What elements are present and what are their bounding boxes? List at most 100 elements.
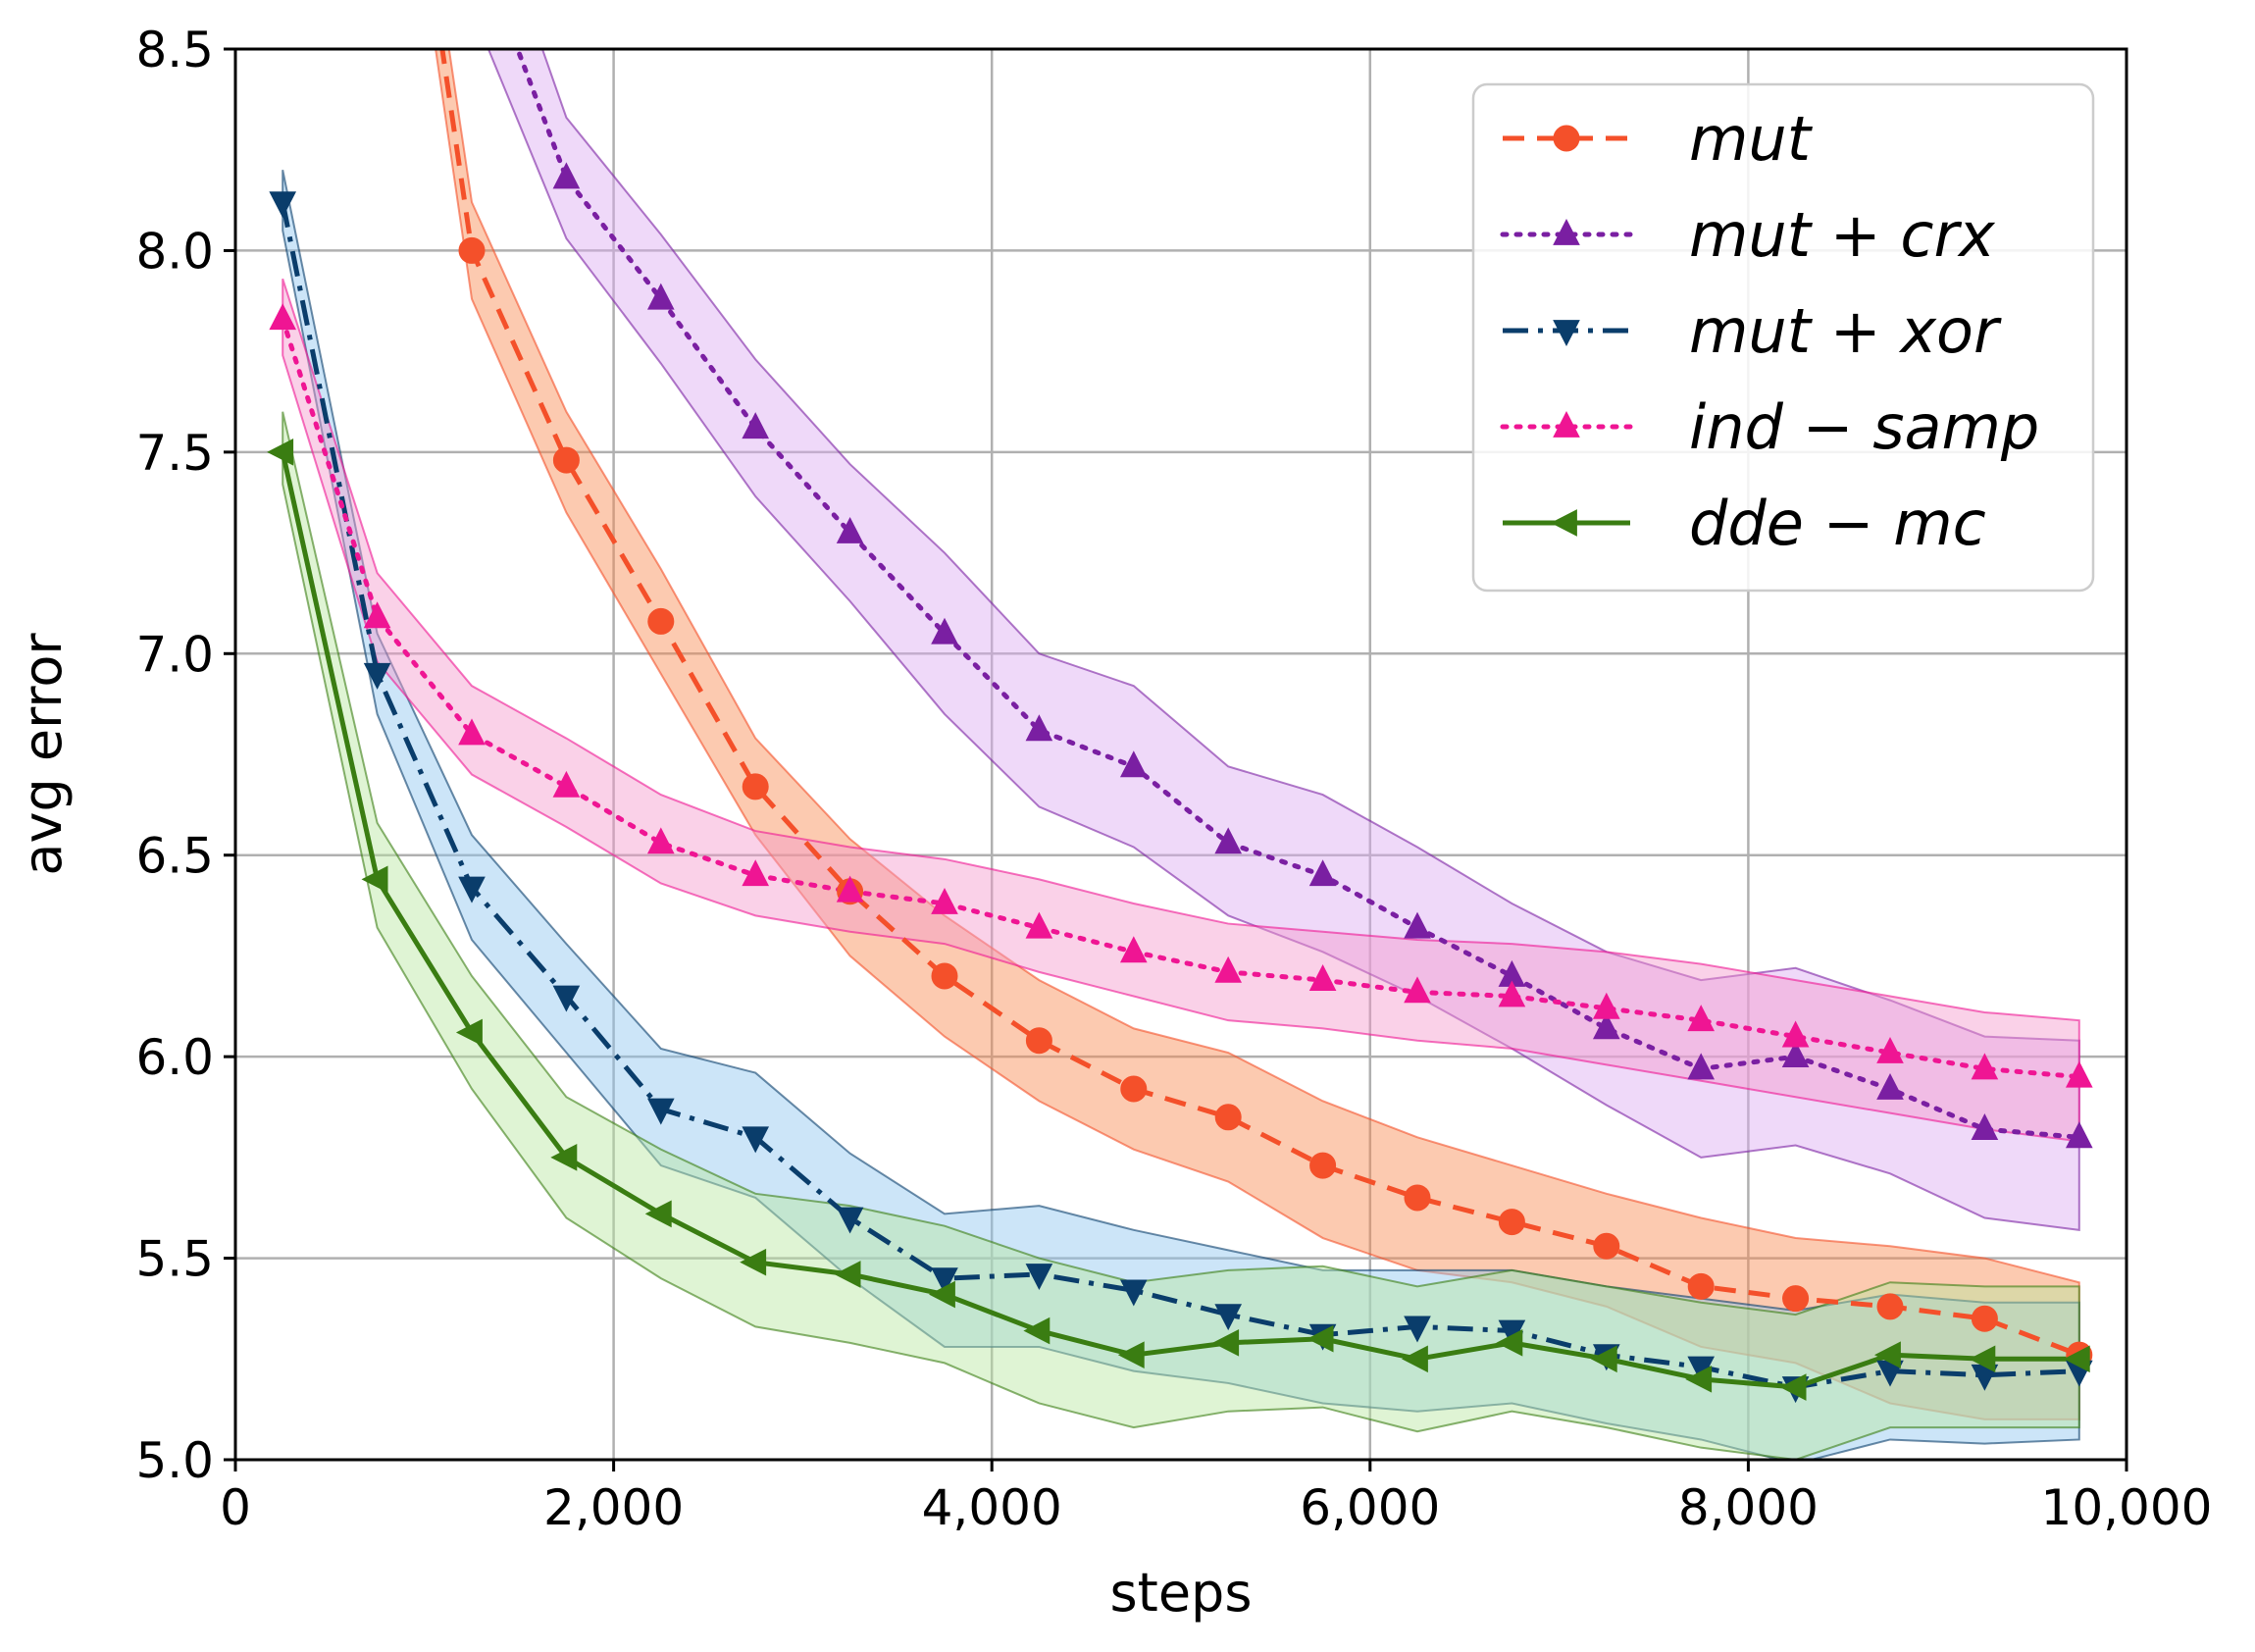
dde-mc-point (361, 865, 388, 894)
ind-samp-point (1404, 976, 1431, 1004)
mut-crx-point (1119, 750, 1148, 778)
mut-crx-point (1025, 714, 1053, 742)
ind-samp-point (1687, 1005, 1716, 1032)
y-tick-label: 5.0 (135, 1432, 214, 1489)
ind-samp-point (552, 770, 581, 798)
x-tick-label: 6,000 (1300, 1479, 1440, 1536)
legend-swatch-marker (1553, 320, 1580, 347)
dde-mc-point (1496, 1329, 1523, 1357)
mut-point (458, 236, 486, 264)
ind-samp-point (1025, 911, 1053, 939)
x-tick-label: 2,000 (543, 1479, 684, 1536)
mut-crx-line (514, 49, 2082, 1140)
dde-mc-line (280, 451, 2079, 1390)
dde-mc-point (1401, 1345, 1428, 1373)
legend: mut mut + crx mut + xor ind − samp dde − mc (1471, 82, 2095, 593)
mut-crx-point (552, 162, 581, 189)
y-tick-label: 6.0 (135, 1029, 214, 1086)
legend-label: ind − samp (1689, 391, 2039, 463)
ind-samp-point (1119, 936, 1148, 963)
ind-samp-point (1308, 964, 1337, 991)
mut-point (1498, 1209, 1525, 1236)
legend-box (1471, 82, 2095, 593)
legend-swatch-marker (1553, 218, 1580, 245)
mut-xor-point (742, 1126, 770, 1154)
plot-frame (233, 47, 2128, 1462)
x-tick-label: 0 (220, 1479, 251, 1536)
mut-crx-point (836, 516, 864, 543)
dde-mc-point (644, 1200, 672, 1228)
mut-xor-point (836, 1207, 864, 1234)
legend-item-mut-xor: mut + xor (1503, 295, 2002, 367)
dde-mc-point (834, 1261, 861, 1288)
dde-mc-point (928, 1280, 955, 1309)
mut-crx-point (1592, 1012, 1620, 1040)
mut-crx-point (1781, 1041, 1810, 1068)
ind-samp-point (269, 303, 297, 331)
dde-mc-point (550, 1144, 578, 1171)
y-axis-label: avg error (12, 633, 74, 876)
mut-point (1404, 1184, 1431, 1212)
mut-point (1971, 1305, 1998, 1332)
x-tick-label: 8,000 (1678, 1479, 1819, 1536)
mut-xor-point (269, 191, 297, 219)
mut-xor-point (1119, 1279, 1148, 1307)
series-markers (267, 162, 2093, 1404)
ind-samp-point (1971, 1053, 1999, 1080)
mut-crx-point (742, 412, 770, 439)
mut-point (1876, 1293, 1904, 1320)
dde-mc-point (1307, 1324, 1334, 1353)
mut-point (1687, 1272, 1715, 1300)
legend-item-mut-crx: mut + crx (1500, 199, 1996, 271)
mut-crx-point (1404, 911, 1431, 939)
ind-samp-point (1214, 955, 1243, 983)
mut-crx-point (646, 283, 675, 310)
dde-mc-point (1590, 1345, 1617, 1373)
dde-mc-point (455, 1018, 483, 1047)
y-tick-label: 6.5 (135, 828, 214, 885)
mut-point (742, 773, 769, 800)
mut-crx-point (2065, 1121, 2093, 1149)
mut-crx-band (487, 49, 2080, 1231)
legend-swatch-marker (1553, 410, 1580, 438)
mut-crx-point (931, 617, 958, 645)
ind-samp-point (2065, 1060, 2093, 1088)
mut-point (1120, 1075, 1148, 1103)
mut-crx-point (1214, 827, 1243, 854)
legend-swatch-marker (1553, 125, 1580, 152)
legend-label: dde − mc (1689, 488, 1986, 559)
mut-point (1025, 1027, 1052, 1055)
legend-item-mut: mut (1503, 103, 1814, 175)
dde-mc-point (1685, 1366, 1713, 1393)
axis-ticks: 0 2,000 4,000 6,000 8,000 10,000 5.0 5.5 6.0 6.5 7… (135, 22, 2212, 1536)
legend-swatch-marker (1550, 509, 1577, 537)
mut-crx-point (1876, 1072, 1904, 1100)
mut-point (647, 607, 675, 635)
mut-line (439, 49, 2080, 1358)
dde-mc-point (1873, 1341, 1901, 1368)
y-tick-label: 8.0 (135, 223, 214, 280)
series-lines (280, 49, 2082, 1390)
ind-samp-point (836, 875, 864, 903)
mut-point (552, 446, 580, 474)
mut-xor-band (282, 170, 2080, 1460)
ind-samp-point (1498, 980, 1526, 1007)
ind-samp-point (1592, 992, 1620, 1019)
mut-xor-point (363, 662, 391, 690)
y-tick-label: 7.5 (135, 425, 214, 482)
dde-mc-point (1023, 1316, 1051, 1345)
mut-xor-point (1025, 1264, 1053, 1291)
dde-mc-point (267, 439, 294, 466)
mut-point (931, 962, 958, 990)
ind-samp-point (646, 827, 675, 854)
legend-label: mut (1689, 103, 1814, 175)
ind-samp-point (742, 859, 770, 887)
x-axis-label: steps (1110, 1562, 1253, 1624)
mut-point (1214, 1104, 1242, 1131)
dde-mc-point (1212, 1329, 1240, 1357)
mut-crx-point (1687, 1053, 1716, 1080)
mut-point (1593, 1232, 1620, 1260)
y-tick-label: 7.0 (135, 626, 214, 683)
